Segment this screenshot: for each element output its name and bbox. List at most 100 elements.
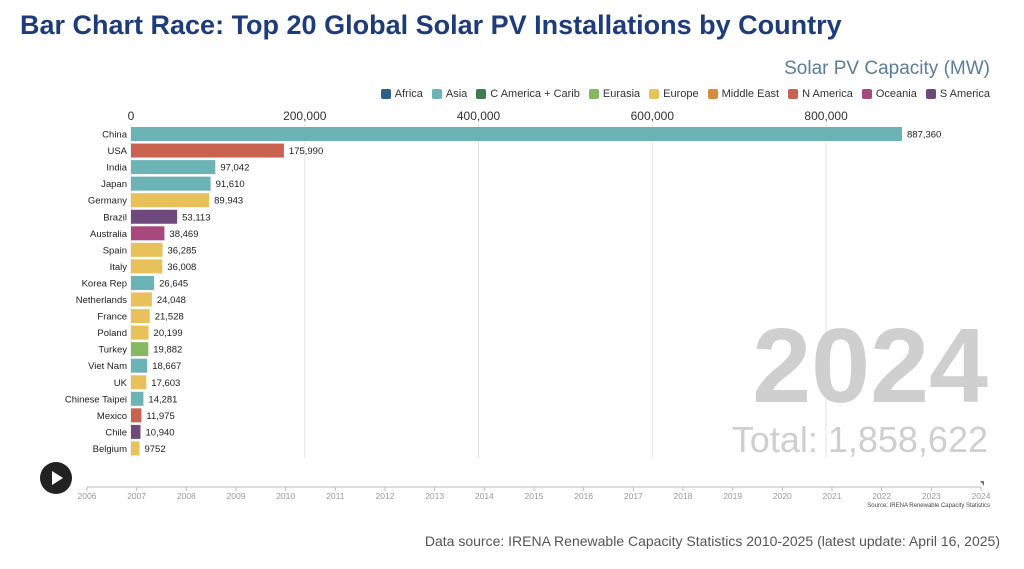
value-label: 17,603 [151, 378, 180, 389]
category-label: Japan [101, 179, 127, 190]
legend: Africa Asia C America + Carib Eurasia Eu… [380, 88, 990, 100]
bar-turkey [131, 342, 149, 357]
legend-swatch-africa [380, 89, 391, 99]
timeline-year-label: 2022 [872, 491, 891, 501]
bar-spain [131, 242, 163, 257]
bar-chinese-taipei [131, 391, 144, 406]
legend-swatch-s-america [925, 89, 936, 99]
x-tick-label: 200,000 [283, 109, 327, 123]
play-icon [52, 471, 63, 485]
legend-item-europe[interactable]: Europe [649, 88, 699, 100]
timeline-year-label: 2011 [326, 491, 345, 501]
legend-swatch-asia [431, 89, 442, 99]
chart-subtitle: Solar PV Capacity (MW) [784, 58, 990, 79]
legend-item-c-america-carib[interactable]: C America + Carib [476, 88, 580, 100]
x-tick-label: 0 [128, 109, 135, 123]
bar-belgium [131, 441, 140, 456]
category-label: Spain [103, 245, 127, 256]
category-label: Poland [97, 328, 127, 339]
legend-label: N America [802, 88, 853, 100]
legend-label: Middle East [721, 88, 780, 100]
timeline-year-label: 2006 [78, 491, 97, 501]
legend-label: Asia [445, 88, 468, 100]
value-label: 887,360 [907, 130, 941, 141]
value-label: 24,048 [157, 295, 186, 306]
timeline-year-label: 2009 [227, 491, 246, 501]
value-label: 18,667 [152, 361, 181, 372]
legend-swatch-n-america [788, 89, 799, 99]
legend-label: Oceania [875, 88, 917, 100]
play-button[interactable] [40, 462, 72, 494]
x-tick-label: 400,000 [457, 109, 501, 123]
timeline-year-label: 2021 [823, 491, 842, 501]
bar-korea-rep [131, 275, 155, 290]
bar-usa [131, 143, 284, 158]
legend-item-n-america[interactable]: N America [788, 88, 853, 100]
value-label: 11,975 [146, 411, 174, 422]
timeline-year-label: 2008 [177, 491, 196, 501]
legend-item-asia[interactable]: Asia [431, 88, 468, 100]
legend-item-oceania[interactable]: Oceania [861, 88, 917, 100]
x-tick-label: 800,000 [804, 109, 848, 123]
total-display: Total: 1,858,622 [732, 419, 988, 460]
value-label: 21,528 [155, 312, 184, 323]
value-label: 53,113 [182, 212, 210, 223]
value-label: 97,042 [220, 163, 249, 174]
value-label: 175,990 [289, 146, 323, 157]
bar-australia [131, 226, 165, 241]
bar-germany [131, 193, 210, 208]
category-label: Italy [110, 262, 128, 273]
bar-netherlands [131, 292, 152, 307]
category-label: Chinese Taipei [65, 394, 127, 405]
timeline-year-label: 2010 [276, 491, 295, 501]
category-label: UK [114, 378, 128, 389]
timeline-year-label: 2007 [127, 491, 146, 501]
legend-swatch-middle-east [707, 89, 718, 99]
value-label: 91,610 [216, 179, 245, 190]
chart-source-note: Source: IRENA Renewable Capacity Statist… [867, 503, 990, 509]
bar-uk [131, 375, 147, 390]
category-label: Brazil [103, 212, 127, 223]
value-label: 89,943 [214, 196, 243, 207]
timeline-year-label: 2017 [624, 491, 643, 501]
category-label: Australia [90, 229, 128, 240]
value-label: 19,882 [153, 345, 182, 356]
legend-swatch-oceania [861, 89, 872, 99]
timeline-year-label: 2016 [574, 491, 593, 501]
legend-item-eurasia[interactable]: Eurasia [588, 88, 640, 100]
timeline-year-label: 2018 [674, 491, 693, 501]
category-label: Korea Rep [82, 278, 127, 289]
timeline-year-label: 2012 [376, 491, 395, 501]
timeline-year-label: 2013 [425, 491, 444, 501]
value-label: 38,469 [169, 229, 198, 240]
legend-item-s-america[interactable]: S America [925, 88, 990, 100]
bar-viet-nam [131, 358, 148, 373]
category-label: Mexico [97, 411, 127, 422]
bar-france [131, 309, 150, 324]
bar-japan [131, 176, 211, 191]
legend-item-africa[interactable]: Africa [380, 88, 423, 100]
category-label: France [97, 312, 127, 323]
bar-india [131, 160, 216, 175]
timeline-year-label: 2019 [723, 491, 742, 501]
category-label: India [106, 163, 127, 174]
category-label: Turkey [98, 345, 127, 356]
category-label: Viet Nam [88, 361, 127, 372]
timeline-year-label: 2014 [475, 491, 494, 501]
legend-item-middle-east[interactable]: Middle East [707, 88, 780, 100]
bar-mexico [131, 408, 142, 423]
legend-label: S America [939, 88, 990, 100]
category-label: Netherlands [76, 295, 127, 306]
value-label: 36,285 [168, 245, 197, 256]
timeline-handle[interactable] [980, 481, 984, 486]
legend-swatch-eurasia [588, 89, 599, 99]
value-label: 20,199 [154, 328, 183, 339]
bar-china [131, 127, 902, 141]
timeline-year-label: 2020 [773, 491, 792, 501]
timeline-year-label: 2015 [525, 491, 544, 501]
bar-italy [131, 259, 163, 274]
value-label: 14,281 [148, 394, 177, 405]
value-label: 10,940 [146, 427, 175, 438]
legend-label: Europe [663, 88, 699, 100]
